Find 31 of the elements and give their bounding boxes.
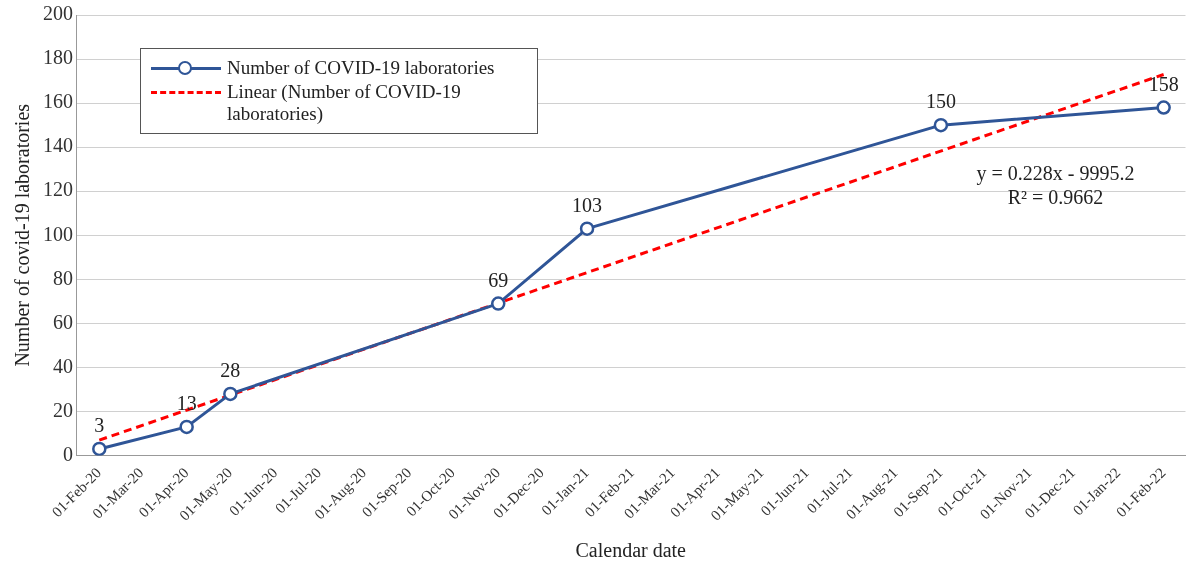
data-label: 13 — [176, 392, 197, 415]
point — [933, 117, 949, 133]
point — [92, 441, 107, 456]
point — [491, 296, 506, 311]
y-tick-label: 0 — [63, 442, 73, 465]
y-tick-label: 100 — [43, 222, 73, 245]
y-tick-label: 120 — [43, 178, 73, 201]
point — [579, 221, 595, 236]
point — [223, 386, 238, 402]
legend-label: Number of COVID-19 laboratories — [227, 57, 496, 79]
data-label: 103 — [572, 193, 603, 216]
legend-label: Linear (Number of COVID-19 laboratories) — [227, 81, 462, 125]
y-tick-label: 60 — [53, 310, 73, 333]
y-tick-label: 20 — [53, 398, 73, 421]
y-tick-label: 140 — [43, 134, 73, 157]
data-label: 69 — [488, 268, 509, 291]
y-axis-title: Number of covid-19 laboratories — [11, 103, 34, 367]
data-label: 28 — [220, 359, 241, 382]
data-label: 158 — [1148, 72, 1179, 95]
point — [1156, 100, 1171, 115]
annotation: R² = 0.9662 — [1007, 186, 1104, 209]
data-label: 3 — [94, 414, 105, 437]
y-tick-label: 40 — [53, 354, 73, 377]
y-tick-label: 200 — [43, 2, 73, 25]
annotation: y = 0.228x - 9995.2 — [976, 162, 1135, 186]
x-axis-title: Calendar date — [575, 539, 687, 562]
y-tick-label: 180 — [43, 46, 73, 69]
point — [179, 419, 194, 435]
y-tick-label: 160 — [43, 90, 73, 113]
data-label: 150 — [925, 90, 956, 113]
y-tick-label: 80 — [53, 266, 73, 289]
